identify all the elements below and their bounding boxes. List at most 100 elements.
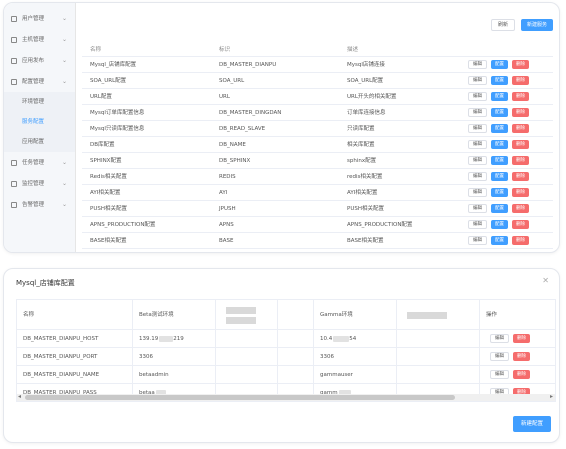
delete-button[interactable]: 删除 — [512, 76, 529, 85]
delete-button[interactable]: 删除 — [512, 236, 529, 245]
edit-button[interactable]: 编辑 — [468, 236, 487, 245]
config-button[interactable]: 配置 — [491, 60, 508, 69]
beta-value-cell: betaa — [133, 384, 216, 401]
scroll-left-icon[interactable]: ◂ — [18, 393, 22, 400]
env-cell — [397, 366, 480, 383]
config-button[interactable]: 配置 — [491, 92, 508, 101]
row-actions: 编辑 配置 删除 — [464, 108, 529, 118]
sidebar-item[interactable]: 主机管理 ⌄ — [4, 30, 75, 50]
sidebar-item[interactable]: 用户管理 ⌄ — [4, 9, 75, 29]
delete-button[interactable]: 删除 — [512, 124, 529, 133]
config-ops: 编辑 删除 — [490, 370, 534, 380]
config-button[interactable]: 配置 — [491, 140, 508, 149]
sidebar-subitem[interactable]: 服务配置 — [4, 112, 75, 132]
config-button[interactable]: 配置 — [491, 236, 508, 245]
delete-button[interactable]: 删除 — [513, 334, 530, 343]
cell-name: APNS_PRODUCTION配置 — [90, 222, 156, 228]
row-actions: 编辑 配置 删除 — [464, 92, 529, 102]
delete-button[interactable]: 删除 — [512, 60, 529, 69]
table-row: SPHINX配置 DB_SPHINX sphinx配置 编辑 配置 删除 — [82, 153, 553, 169]
header-gamma: Gamma环境 — [314, 300, 397, 329]
delete-button[interactable]: 删除 — [512, 172, 529, 181]
edit-button[interactable]: 编辑 — [490, 352, 509, 361]
new-service-button[interactable]: 新建服务 — [520, 19, 553, 31]
delete-button[interactable]: 删除 — [512, 140, 529, 149]
gamma-value-cell: 3306 — [314, 348, 397, 365]
config-row: DB_MASTER_DIANPU_HOST 139.19 219 10.4 54 编辑 删除 — [17, 330, 555, 348]
delete-button[interactable]: 删除 — [513, 370, 530, 379]
sidebar-subitem[interactable]: 环境管理 — [4, 92, 75, 112]
delete-button[interactable]: 删除 — [512, 204, 529, 213]
config-table: 名称 Beta测试环境 Gamma环境 操作 DB_MASTER_DIANPU_… — [16, 299, 556, 402]
row-actions: 编辑 配置 删除 — [464, 188, 529, 198]
redacted-block — [155, 389, 166, 396]
edit-button[interactable]: 编辑 — [468, 220, 487, 229]
cell-name: Redis相关配置 — [90, 174, 127, 180]
sidebar-subitem[interactable]: 应用配置 — [4, 132, 75, 152]
chevron-icon: ⌄ — [61, 15, 67, 22]
edit-button[interactable]: 编辑 — [468, 172, 487, 181]
edit-button[interactable]: 编辑 — [468, 140, 487, 149]
delete-button[interactable]: 删除 — [512, 220, 529, 229]
config-button[interactable]: 配置 — [491, 172, 508, 181]
edit-button[interactable]: 编辑 — [468, 108, 487, 117]
config-button[interactable]: 配置 — [491, 76, 508, 85]
cell-name: DB库配置 — [90, 142, 115, 148]
cell-desc: Mysql店铺连接 — [347, 62, 385, 68]
cell-desc: AYI相关配置 — [347, 190, 378, 196]
sidebar-item-icon — [11, 202, 17, 208]
config-button[interactable]: 配置 — [491, 204, 508, 213]
cell-key: JPUSH — [219, 206, 236, 212]
redacted-block — [159, 335, 174, 342]
edit-button[interactable]: 编辑 — [490, 334, 509, 343]
new-config-button[interactable]: 新建配置 — [512, 416, 551, 432]
table-row: DB库配置 DB_NAME 相关库配置 编辑 配置 删除 — [82, 137, 553, 153]
scroll-right-icon[interactable]: ▸ — [549, 393, 553, 400]
delete-button[interactable]: 删除 — [513, 388, 530, 397]
toolbar: 刷新 新建服务 — [491, 19, 553, 31]
edit-button[interactable]: 编辑 — [468, 76, 487, 85]
table-row: Mysql只读库配置信息 DB_READ_SLAVE 只读库配置 编辑 配置 删除 — [82, 121, 553, 137]
delete-button[interactable]: 删除 — [512, 156, 529, 165]
sidebar-item-label: 应用发布 — [22, 58, 45, 64]
edit-button[interactable]: 编辑 — [468, 204, 487, 213]
sidebar-item-label: 用户管理 — [22, 16, 45, 22]
config-button[interactable]: 配置 — [491, 124, 508, 133]
beta-value-cell: betaadmin — [133, 366, 216, 383]
env-cell — [216, 348, 278, 365]
edit-button[interactable]: 编辑 — [468, 60, 487, 69]
edit-button[interactable]: 编辑 — [490, 370, 509, 379]
edit-button[interactable]: 编辑 — [468, 188, 487, 197]
close-icon[interactable]: ✕ — [542, 276, 549, 285]
sidebar-item[interactable]: 告警管理 ⌄ — [4, 195, 75, 215]
chevron-icon: ⌄ — [61, 36, 67, 43]
config-button[interactable]: 配置 — [491, 220, 508, 229]
header-beta-label: Beta测试环境 — [139, 312, 174, 318]
config-row-actions: 编辑 删除 — [480, 348, 555, 365]
edit-button[interactable]: 编辑 — [468, 156, 487, 165]
config-dialog: Mysql_店铺库配置 ✕ 名称 Beta测试环境 Gamma环境 操作 DB_… — [3, 268, 560, 443]
delete-button[interactable]: 删除 — [512, 188, 529, 197]
sidebar-item[interactable]: 任务管理 ⌄ — [4, 153, 75, 173]
delete-button[interactable]: 删除 — [512, 108, 529, 117]
sidebar-item[interactable]: 配置管理 ⌄ — [4, 72, 75, 92]
table-row: SOA_URL配置 SOA_URL SOA_URL配置 编辑 配置 删除 — [82, 73, 553, 89]
env-cell — [216, 366, 278, 383]
config-button[interactable]: 配置 — [491, 156, 508, 165]
config-button[interactable]: 配置 — [491, 108, 508, 117]
sidebar-item[interactable]: 应用发布 ⌄ — [4, 51, 75, 71]
edit-button[interactable]: 编辑 — [468, 124, 487, 133]
edit-button[interactable]: 编辑 — [468, 92, 487, 101]
sidebar-item[interactable]: 监控管理 ⌄ — [4, 174, 75, 194]
cell-desc: SOA_URL配置 — [347, 78, 384, 84]
config-button[interactable]: 配置 — [491, 188, 508, 197]
delete-button[interactable]: 删除 — [513, 352, 530, 361]
sidebar-item-icon — [11, 79, 17, 85]
delete-button[interactable]: 删除 — [512, 92, 529, 101]
horizontal-scrollbar[interactable]: ◂ ▸ — [17, 393, 555, 401]
gamma-value-cell: gammauser — [314, 366, 397, 383]
refresh-button[interactable]: 刷新 — [491, 19, 516, 31]
table-row: Redis相关配置 REDIS redis相关配置 编辑 配置 删除 — [82, 169, 553, 185]
scrollbar-thumb[interactable] — [25, 395, 455, 400]
table-row: PUSH相关配置 JPUSH PUSH相关配置 编辑 配置 删除 — [82, 201, 553, 217]
